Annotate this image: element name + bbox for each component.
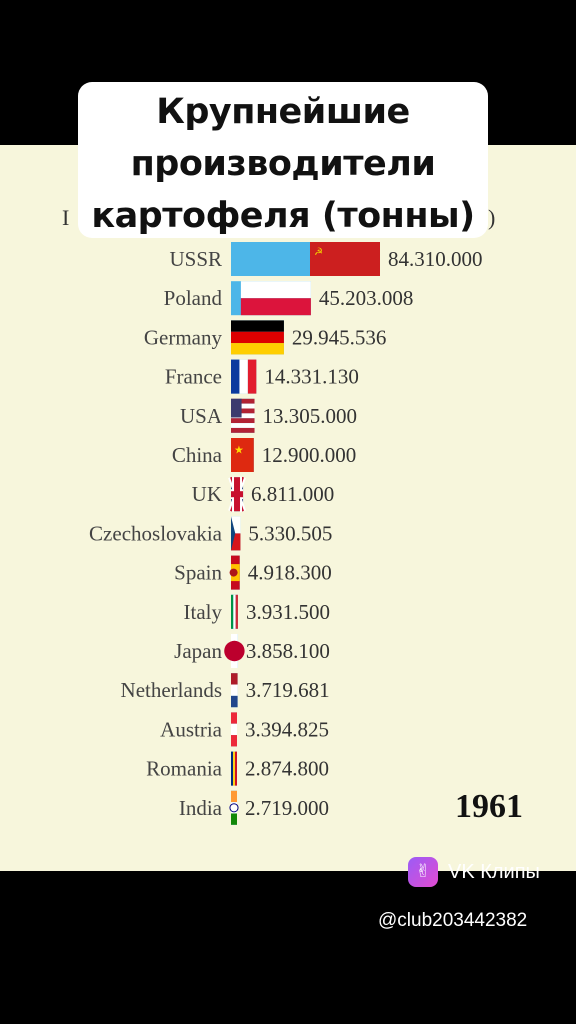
bar-group: ☭ USSR 84.310.000 xyxy=(169,242,483,276)
chart-panel: ☭ USSR 84.310.000 Poland 45.203.008 Germany 29… xyxy=(0,145,576,871)
category-label: Spain xyxy=(174,561,222,585)
category-label: USSR xyxy=(169,247,222,271)
category-label: India xyxy=(179,796,223,820)
flag-icon xyxy=(231,359,257,394)
value-label: 29.945.536 xyxy=(292,325,387,349)
bar-group: Romania 2.874.800 xyxy=(146,751,329,786)
vk-clips-icon: ✌ xyxy=(408,857,438,887)
value-label: 45.203.008 xyxy=(319,286,414,310)
value-label: 13.305.000 xyxy=(263,404,358,428)
flag-icon xyxy=(228,476,246,513)
flag-icon xyxy=(231,594,238,629)
bar-group: Spain 4.918.300 xyxy=(174,555,332,590)
bar-group: Italy 3.931.500 xyxy=(184,594,330,629)
chart-title: Крупнейшие производители картофеля (тонн… xyxy=(91,92,475,236)
bar-group: Japan 3.858.100 xyxy=(174,634,330,668)
bar-group: Netherlands 3.719.681 xyxy=(121,673,330,708)
category-label: France xyxy=(165,365,222,389)
flag-icon xyxy=(224,634,245,668)
value-label: 3.719.681 xyxy=(246,678,330,702)
title-fragment-right: ) xyxy=(488,205,496,230)
value-label: 3.931.500 xyxy=(246,600,330,624)
title-fragment-left: I xyxy=(62,205,70,230)
category-label: China xyxy=(172,443,223,467)
bar-group: Germany 29.945.536 xyxy=(144,320,387,355)
svg-text:☭: ☭ xyxy=(314,247,323,258)
value-label: 3.858.100 xyxy=(246,639,330,663)
flag-icon xyxy=(231,398,255,433)
value-label: 12.900.000 xyxy=(262,443,357,467)
flag-icon xyxy=(231,712,237,747)
value-label: 2.874.800 xyxy=(245,757,329,781)
flag-icon xyxy=(229,790,239,825)
value-label: 5.330.505 xyxy=(248,521,332,545)
flag-icon xyxy=(231,320,284,355)
value-label: 2.719.000 xyxy=(245,796,329,820)
title-box xyxy=(78,82,488,238)
category-label: Czechoslovakia xyxy=(89,521,223,545)
category-label: USA xyxy=(180,404,223,428)
bar-chart: ☭ USSR 84.310.000 Poland 45.203.008 Germany 29… xyxy=(89,242,523,825)
category-label: Japan xyxy=(174,639,222,663)
value-label: 6.811.000 xyxy=(251,482,334,506)
bar-group: Czechoslovakia 5.330.505 xyxy=(89,516,332,551)
flag-icon xyxy=(231,673,238,708)
category-label: Italy xyxy=(184,600,223,624)
category-label: Netherlands xyxy=(121,678,222,702)
value-label: 14.331.130 xyxy=(264,365,359,389)
value-label: 4.918.300 xyxy=(248,561,332,585)
bar-group: USA 13.305.000 xyxy=(180,398,358,433)
bar-group: France 14.331.130 xyxy=(165,359,359,394)
year-label: 1961 xyxy=(455,788,523,825)
bar-group: UK 6.811.000 xyxy=(192,476,334,513)
value-label: 84.310.000 xyxy=(388,247,483,271)
svg-text:★: ★ xyxy=(234,443,244,456)
vk-clips-label: VK Клипы xyxy=(448,861,540,883)
channel-handle: @club203442382 xyxy=(378,910,528,931)
category-label: Poland xyxy=(164,286,223,310)
flag-icon xyxy=(229,555,240,590)
flag-icon: ★ xyxy=(231,438,254,472)
flag-icon: ☭ xyxy=(310,242,380,276)
category-label: Germany xyxy=(144,325,223,349)
flag-icon xyxy=(240,281,311,316)
bar-group: Poland 45.203.008 xyxy=(164,281,414,316)
category-label: Romania xyxy=(146,757,222,781)
flag-icon xyxy=(231,751,237,786)
flag-icon xyxy=(231,516,241,551)
value-label: 3.394.825 xyxy=(245,717,329,741)
bar-group: ★ China 12.900.000 xyxy=(172,438,356,472)
bar-group: Austria 3.394.825 xyxy=(160,712,329,747)
category-label: Austria xyxy=(160,717,223,741)
bar-group: India 2.719.000 xyxy=(179,790,329,825)
category-label: UK xyxy=(192,482,222,506)
